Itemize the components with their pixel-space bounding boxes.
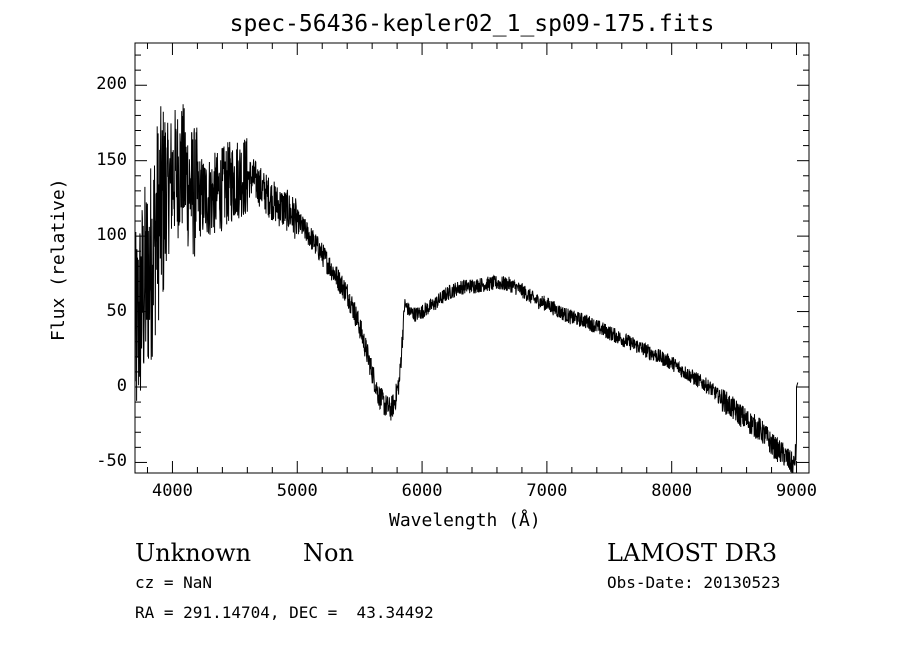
x-tick-label: 4000 bbox=[151, 481, 193, 501]
x-tick-label: 8000 bbox=[651, 481, 693, 501]
x-tick-label: 6000 bbox=[401, 481, 443, 501]
y-tick-label: 100 bbox=[96, 225, 127, 246]
plot-frame bbox=[134, 42, 810, 474]
y-tick-label: -50 bbox=[96, 451, 127, 472]
redshift-cz: cz = NaN bbox=[135, 573, 213, 592]
survey-name: LAMOST DR3 bbox=[607, 539, 778, 567]
x-tick-label: 5000 bbox=[276, 481, 318, 501]
object-subclass: Non bbox=[303, 539, 354, 567]
spectrum-line bbox=[134, 104, 799, 474]
observation-date: Obs-Date: 20130523 bbox=[607, 573, 781, 592]
y-tick-label: 200 bbox=[96, 74, 127, 95]
coordinates: RA = 291.14704, DEC = 43.34492 bbox=[135, 603, 434, 622]
y-axis-label: Flux (relative) bbox=[48, 178, 69, 341]
x-axis-label: Wavelength (Å) bbox=[389, 510, 541, 531]
y-tick-label: 0 bbox=[116, 376, 127, 396]
chart-title: spec-56436-kepler02_1_sp09-175.fits bbox=[229, 11, 715, 37]
y-tick-label: 150 bbox=[96, 149, 127, 170]
x-tick-label: 7000 bbox=[526, 481, 568, 501]
x-tick-label: 9000 bbox=[776, 481, 817, 501]
y-tick-label: 50 bbox=[106, 300, 127, 321]
object-class: Unknown bbox=[135, 539, 252, 567]
